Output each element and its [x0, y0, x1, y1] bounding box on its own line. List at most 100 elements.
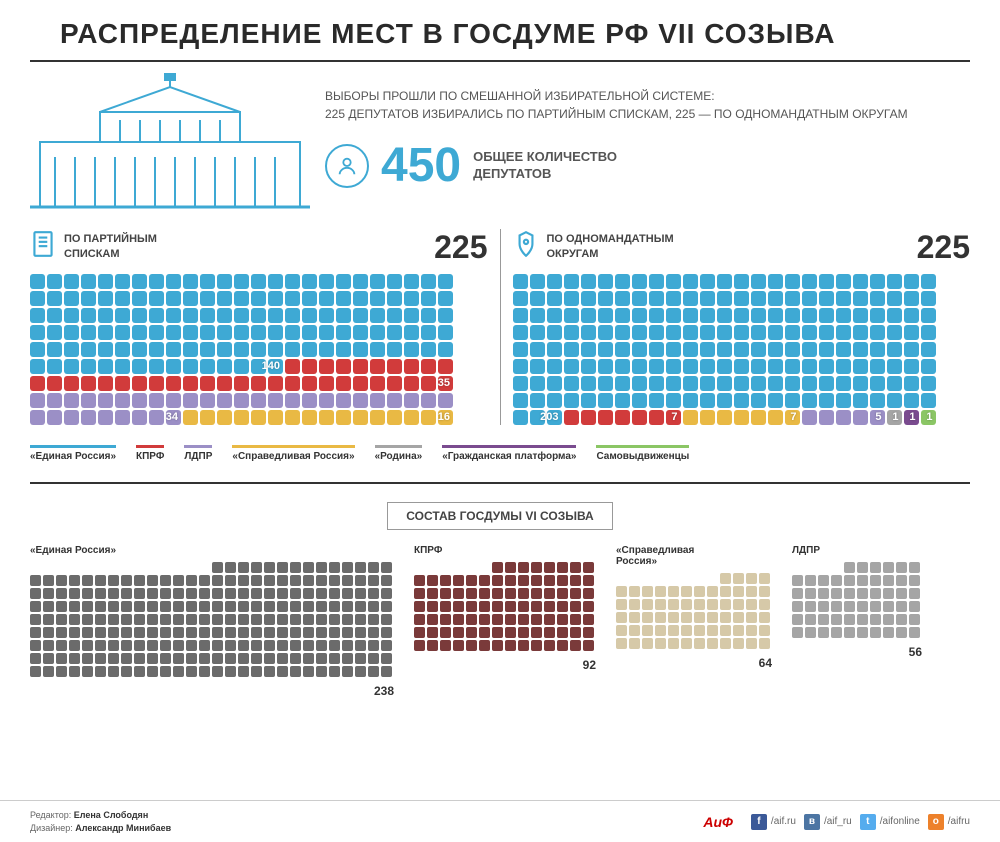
- vi-seat: [43, 666, 54, 677]
- vi-seat: [264, 588, 275, 599]
- vi-seat: [492, 562, 503, 573]
- seat-square: [404, 342, 419, 357]
- vi-seat: [720, 638, 731, 649]
- seat-square: [251, 325, 266, 340]
- vi-seat: [909, 627, 920, 638]
- vi-seat: [43, 614, 54, 625]
- seat-square: [819, 410, 834, 425]
- seat-square: [564, 291, 579, 306]
- vi-seat: [69, 666, 80, 677]
- description: ВЫБОРЫ ПРОШЛИ ПО СМЕШАННОЙ ИЗБИРАТЕЛЬНОЙ…: [325, 87, 970, 123]
- vi-seat: [479, 601, 490, 612]
- seat-square: [785, 376, 800, 391]
- vi-seat: [264, 562, 275, 573]
- seat-square: [234, 342, 249, 357]
- seat-square: [421, 291, 436, 306]
- vi-blank: [134, 562, 145, 573]
- legend-color-bar: [596, 445, 689, 448]
- seat-square: [217, 359, 232, 374]
- editor-name: Елена Слободян: [74, 810, 148, 820]
- vi-button-wrap: СОСТАВ ГОСДУМЫ VI СОЗЫВА: [0, 492, 1000, 540]
- seat-square: [268, 376, 283, 391]
- social-link[interactable]: f/aif.ru: [751, 814, 796, 830]
- vi-seat: [668, 586, 679, 597]
- seat-square: [564, 325, 579, 340]
- vi-seat: [414, 575, 425, 586]
- seat-count-callout: 35: [438, 377, 450, 389]
- seat-square: [302, 325, 317, 340]
- social-link[interactable]: в/aif_ru: [804, 814, 852, 830]
- seat-square: [819, 376, 834, 391]
- vi-seat: [492, 627, 503, 638]
- vi-seat: [30, 614, 41, 625]
- seat-square: [268, 325, 283, 340]
- seat-square: [421, 342, 436, 357]
- vi-seat: [277, 562, 288, 573]
- vi-seat: [277, 575, 288, 586]
- seat-square: [30, 342, 45, 357]
- vi-seat: [43, 601, 54, 612]
- vi-seat: [342, 666, 353, 677]
- vi-seat: [570, 588, 581, 599]
- designer-label: Дизайнер:: [30, 823, 73, 833]
- seat-square: 16: [438, 410, 453, 425]
- social-link[interactable]: o/aifru: [928, 814, 970, 830]
- vi-seat: [681, 599, 692, 610]
- legend-label: «Единая Россия»: [30, 451, 116, 462]
- seat-square: [438, 274, 453, 289]
- seat-square: [47, 308, 62, 323]
- vi-seat: [381, 562, 392, 573]
- page-title: РАСПРЕДЕЛЕНИЕ МЕСТ В ГОСДУМЕ РФ VII СОЗЫ…: [60, 18, 940, 50]
- seat-square: [717, 325, 732, 340]
- vi-seat: [518, 640, 529, 651]
- seat-square: [581, 325, 596, 340]
- seat-square: [302, 342, 317, 357]
- seat-square: [904, 308, 919, 323]
- seat-square: [64, 308, 79, 323]
- seat-square: [285, 359, 300, 374]
- seat-square: 1: [921, 410, 936, 425]
- vi-seat: [544, 575, 555, 586]
- vi-seat: [342, 653, 353, 664]
- vi-seat: [583, 562, 594, 573]
- seat-square: [887, 393, 902, 408]
- vi-seat: [414, 640, 425, 651]
- vi-seat: [160, 601, 171, 612]
- vi-seat: [108, 653, 119, 664]
- seat-square: [717, 342, 732, 357]
- seat-square: [353, 410, 368, 425]
- seat-square: [870, 359, 885, 374]
- vi-seat: [746, 586, 757, 597]
- seat-square: [649, 291, 664, 306]
- seat-square: [285, 274, 300, 289]
- vi-seat: [381, 653, 392, 664]
- seat-square: [149, 291, 164, 306]
- social-link[interactable]: t/aifonline: [860, 814, 920, 830]
- vi-seat: [531, 601, 542, 612]
- vi-seat: [225, 653, 236, 664]
- vi-seat: [303, 614, 314, 625]
- seat-square: [530, 274, 545, 289]
- seat-square: [285, 376, 300, 391]
- vi-seat: [733, 586, 744, 597]
- vi-seat: [212, 627, 223, 638]
- seat-square: [200, 359, 215, 374]
- seat-square: [30, 325, 45, 340]
- seat-square: [302, 308, 317, 323]
- vi-seat: [43, 575, 54, 586]
- seat-square: [734, 308, 749, 323]
- seat-square: [251, 376, 266, 391]
- seat-square: [530, 291, 545, 306]
- seat-square: [149, 376, 164, 391]
- vi-seat: [479, 575, 490, 586]
- party-list-half: ПО ПАРТИЙНЫМСПИСКАМ 225 140353416: [30, 229, 501, 425]
- seat-square: [819, 342, 834, 357]
- seat-square: [564, 393, 579, 408]
- ok-icon: o: [928, 814, 944, 830]
- vi-seat: [792, 614, 803, 625]
- vi-seat: [583, 614, 594, 625]
- vi-seat: [303, 601, 314, 612]
- vi-seat: [56, 666, 67, 677]
- vi-seat: [629, 599, 640, 610]
- seat-square: [234, 376, 249, 391]
